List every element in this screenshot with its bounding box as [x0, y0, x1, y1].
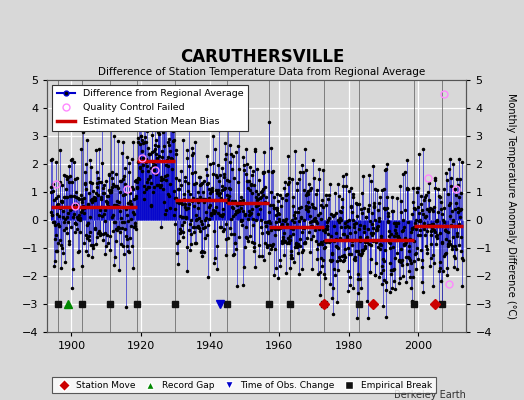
Legend: Station Move, Record Gap, Time of Obs. Change, Empirical Break: Station Move, Record Gap, Time of Obs. C…	[52, 377, 435, 394]
Text: CARUTHERSVILLE: CARUTHERSVILLE	[180, 48, 344, 66]
Legend: Difference from Regional Average, Quality Control Failed, Estimated Station Mean: Difference from Regional Average, Qualit…	[52, 85, 248, 131]
Y-axis label: Monthly Temperature Anomaly Difference (°C): Monthly Temperature Anomaly Difference (…	[506, 93, 516, 319]
Text: Difference of Station Temperature Data from Regional Average: Difference of Station Temperature Data f…	[99, 67, 425, 77]
Text: Berkeley Earth: Berkeley Earth	[395, 390, 466, 400]
